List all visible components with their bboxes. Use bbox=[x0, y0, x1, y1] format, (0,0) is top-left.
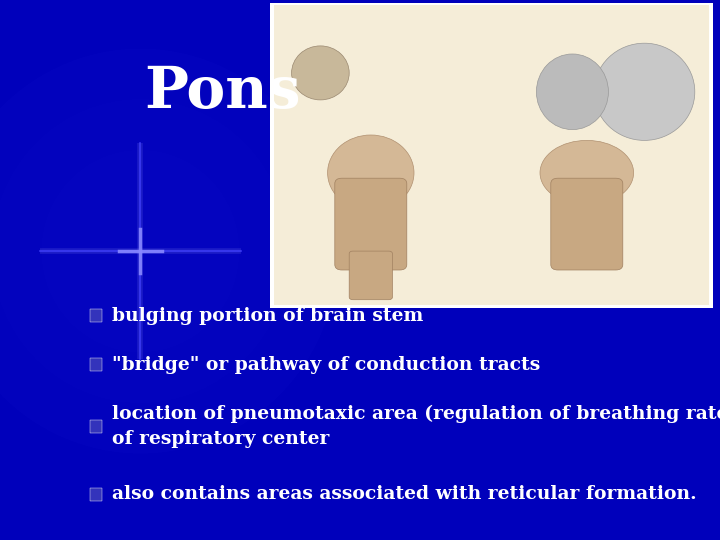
FancyBboxPatch shape bbox=[551, 178, 623, 270]
Ellipse shape bbox=[292, 46, 349, 100]
Text: Pons: Pons bbox=[144, 64, 300, 120]
Ellipse shape bbox=[536, 54, 608, 130]
Ellipse shape bbox=[540, 140, 634, 205]
FancyBboxPatch shape bbox=[335, 178, 407, 270]
Ellipse shape bbox=[0, 49, 338, 454]
Ellipse shape bbox=[41, 150, 240, 352]
Text: also contains areas associated with reticular formation.: also contains areas associated with reti… bbox=[112, 485, 696, 503]
Ellipse shape bbox=[0, 99, 289, 403]
Bar bbox=[274, 5, 709, 305]
FancyBboxPatch shape bbox=[349, 251, 392, 300]
Bar bbox=[270, 3, 713, 308]
Bar bbox=[90, 309, 102, 322]
Text: bulging portion of brain stem: bulging portion of brain stem bbox=[112, 307, 423, 325]
Bar bbox=[90, 358, 102, 371]
Ellipse shape bbox=[594, 43, 695, 140]
Text: location of pneumotaxic area (regulation of breathing rate)
of respiratory cente: location of pneumotaxic area (regulation… bbox=[112, 405, 720, 448]
Text: "bridge" or pathway of conduction tracts: "bridge" or pathway of conduction tracts bbox=[112, 355, 540, 374]
Bar bbox=[90, 420, 102, 433]
Ellipse shape bbox=[328, 135, 414, 211]
Bar bbox=[90, 488, 102, 501]
